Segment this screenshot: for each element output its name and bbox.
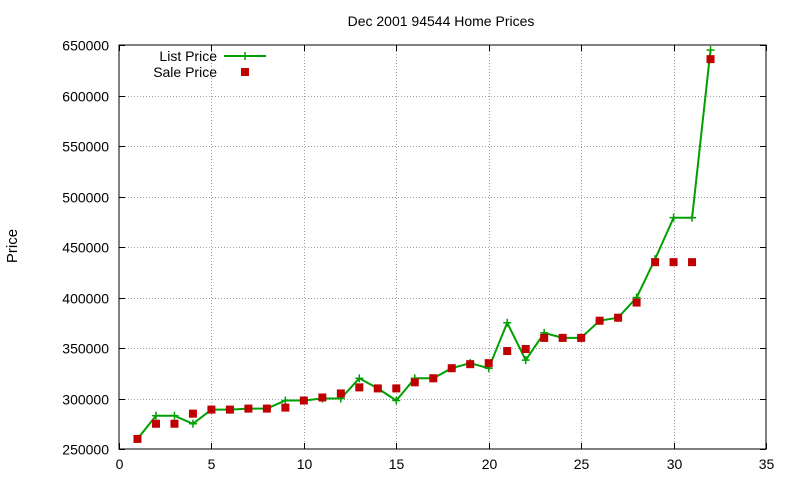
series-1 <box>133 46 715 443</box>
sale-price-point <box>244 404 253 413</box>
legend-label: List Price <box>159 48 217 64</box>
sale-price-point <box>207 405 216 414</box>
y-tick-label: 550000 <box>62 139 109 155</box>
sale-price-point <box>281 403 290 412</box>
sale-price-point <box>706 55 715 64</box>
axis-ticks: 0 5 10 15 20 25 30 35 250000 300000 350000 400000 45… <box>62 38 774 473</box>
sale-price-point <box>688 258 697 267</box>
y-tick-label: 400000 <box>62 291 109 307</box>
sale-price-point <box>133 434 142 443</box>
x-tick-label: 0 <box>116 456 124 472</box>
list-price-point <box>688 213 697 222</box>
sale-price-point <box>521 345 530 354</box>
sale-price-point <box>373 384 382 393</box>
list-price-point <box>188 419 197 428</box>
y-tick-label: 350000 <box>62 341 109 357</box>
x-tick-label: 15 <box>389 456 405 472</box>
sale-price-point <box>540 333 549 342</box>
sale-price-point <box>262 404 271 413</box>
x-tick-label: 30 <box>667 456 683 472</box>
plot-frame <box>118 44 767 450</box>
y-tick-label: 500000 <box>62 190 109 206</box>
series-layer <box>133 46 715 443</box>
y-axis-label: Price <box>4 229 21 263</box>
sale-price-point <box>392 384 401 393</box>
sale-price-point <box>151 419 160 428</box>
x-tick-label: 25 <box>574 456 590 472</box>
sale-price-point <box>188 409 197 418</box>
legend-label: Sale Price <box>153 64 217 80</box>
sale-price-point <box>595 316 604 325</box>
list-price-point <box>503 318 512 327</box>
y-tick-label: 250000 <box>62 442 109 458</box>
legend-square-sample <box>241 68 249 76</box>
sale-price-point <box>225 405 234 414</box>
grid-lines <box>119 45 766 449</box>
list-price-point <box>170 411 179 420</box>
list-price-point <box>669 213 678 222</box>
sale-price-point <box>299 396 308 405</box>
list-price-point <box>355 374 364 383</box>
y-tick-label: 450000 <box>62 240 109 256</box>
legend-plus-sample <box>241 52 249 60</box>
sale-price-point <box>170 419 179 428</box>
sale-price-point <box>632 298 641 307</box>
sale-price-point <box>651 258 660 267</box>
sale-price-point <box>577 333 586 342</box>
sale-price-point <box>614 313 623 322</box>
list-price-point <box>151 411 160 420</box>
sale-price-point <box>466 360 475 369</box>
sale-price-point <box>669 258 678 267</box>
sale-price-point <box>355 383 364 392</box>
series-2 <box>133 55 715 443</box>
x-tick-label: 20 <box>482 456 498 472</box>
sale-price-point <box>503 347 512 356</box>
list-price-line <box>136 49 712 440</box>
y-tick-label: 300000 <box>62 392 109 408</box>
sale-price-point <box>447 364 456 373</box>
chart-title: Dec 2001 94544 Home Prices <box>348 13 535 29</box>
y-tick-label: 600000 <box>62 89 109 105</box>
sale-price-point <box>558 333 567 342</box>
sale-price-point <box>336 389 345 398</box>
list-price-point <box>281 396 290 405</box>
sale-price-point <box>318 393 327 402</box>
list-price-point <box>521 356 530 365</box>
list-price-point <box>392 396 401 405</box>
sale-price-point <box>429 374 438 383</box>
sale-price-point <box>410 378 419 387</box>
y-tick-label: 650000 <box>62 38 109 54</box>
x-tick-label: 10 <box>297 456 313 472</box>
x-tick-label: 5 <box>208 456 216 472</box>
list-price-point <box>706 46 715 55</box>
sale-price-point <box>484 359 493 368</box>
x-tick-label: 35 <box>759 456 775 472</box>
